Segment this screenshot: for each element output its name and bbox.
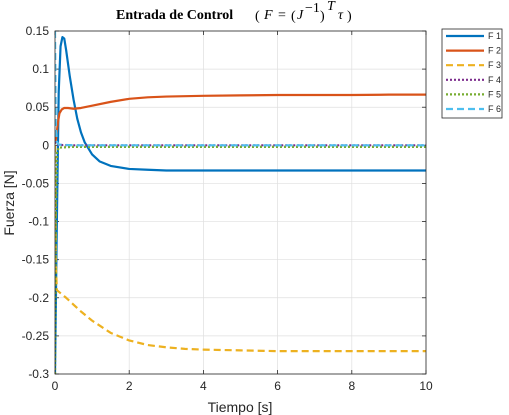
title-paren-close: ) [347,9,352,24]
x-tick-label: 8 [348,379,355,393]
x-tick-label: 6 [274,379,281,393]
title-equals: = [278,8,286,23]
legend-label-6: F 6 [488,104,501,114]
title-var-j: J [297,8,304,23]
legend-label-4: F 4 [488,75,501,85]
title-var-tau: τ [338,8,344,23]
y-tick-label: 0.05 [26,100,50,114]
y-tick-label: -0.05 [22,176,50,190]
y-tick-label: -0.25 [22,329,50,343]
y-axis-label: Fuerza [N] [1,170,17,235]
series-line-1 [55,35,426,374]
y-tick-label: -0.15 [22,253,50,267]
legend-label-2: F 2 [488,46,501,56]
chart-title: Entrada de Control ( F = ( J −1 ) T τ ) [116,0,352,24]
x-tick-label: 0 [52,379,59,393]
y-tick-label: -0.3 [28,367,49,381]
y-tick-label: -0.2 [28,291,49,305]
title-var-f: F [263,8,273,23]
title-exponent-transpose: T [327,0,336,14]
title-paren2-open: ( [291,9,296,24]
y-tick-label: 0 [42,138,49,152]
y-tick-label: 0.15 [26,24,50,38]
legend: F 1 F 2 F 3 F 4 F 5 F 6 [441,28,503,119]
series-line-2 [55,93,426,145]
x-axis-label: Tiempo [s] [208,399,273,415]
title-exponent-inverse: −1 [305,1,320,16]
x-tick-labels: 0 2 4 6 8 10 [52,379,433,393]
series-lines [55,31,426,374]
plot-area [55,31,426,374]
y-tick-label: -0.1 [28,215,49,229]
series-line-5 [55,145,426,374]
series-line-3 [55,145,426,353]
x-tick-label: 10 [419,379,433,393]
legend-label-3: F 3 [488,60,501,70]
legend-box [441,28,503,119]
title-paren2-close: ) [320,9,325,24]
y-tick-labels: 0.15 0.1 0.05 0 -0.05 -0.1 -0.15 -0.2 -0.25 -0.3 [22,24,50,381]
legend-label-5: F 5 [488,89,501,99]
title-paren-open: ( [255,9,260,24]
legend-label-1: F 1 [488,31,501,41]
series-line-6 [55,31,426,147]
y-tick-label: 0.1 [32,62,49,76]
x-tick-label: 4 [200,379,207,393]
title-text: Entrada de Control [116,8,233,23]
x-tick-label: 2 [126,379,133,393]
plot-frame [54,30,427,375]
